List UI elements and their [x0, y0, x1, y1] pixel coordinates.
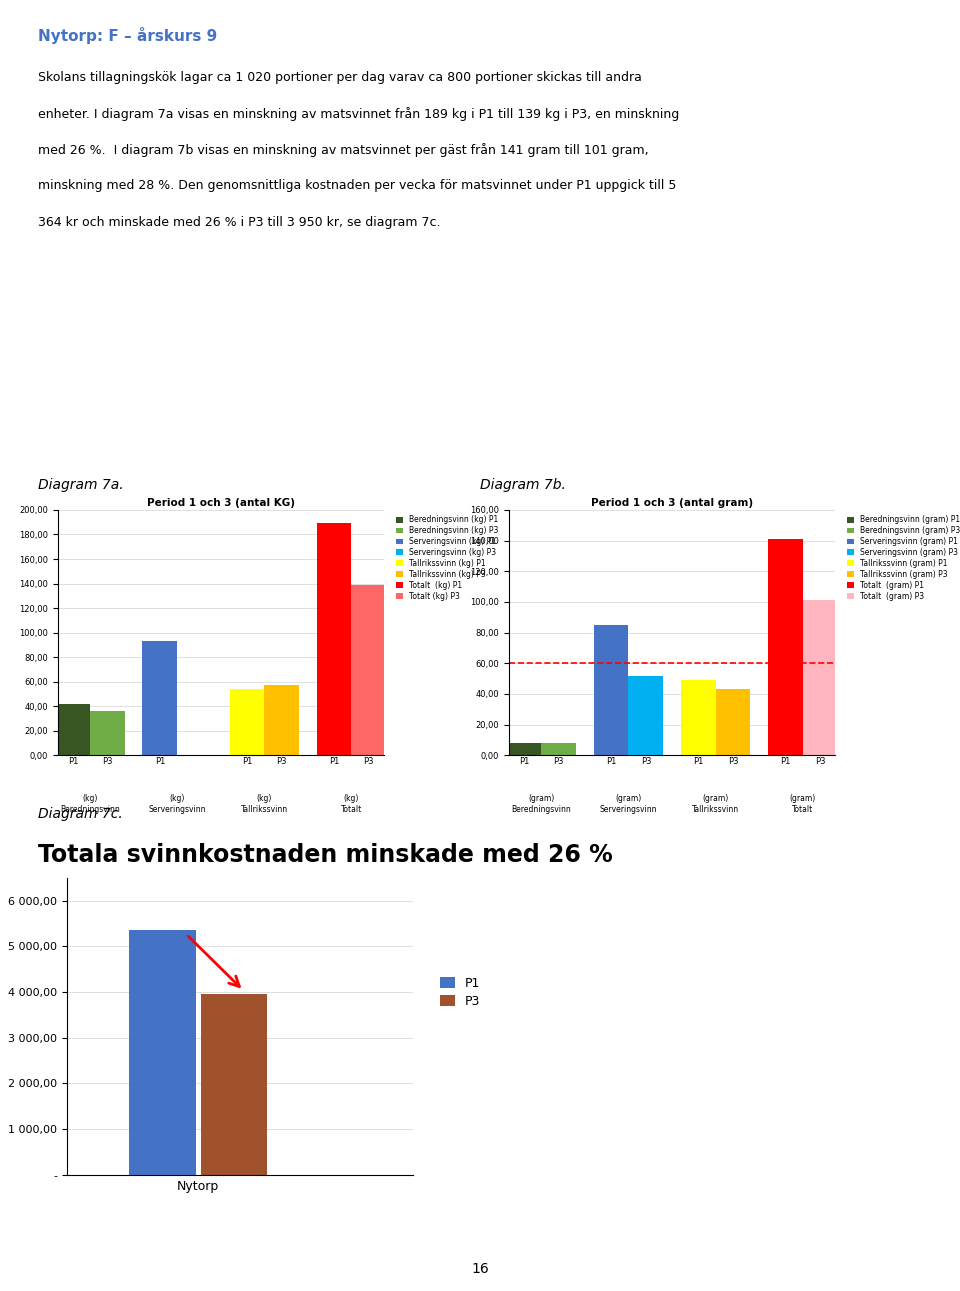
Text: (kg)
Tallrikssvinn: (kg) Tallrikssvinn	[241, 794, 288, 813]
Text: med 26 %.  I diagram 7b visas en minskning av matsvinnet per gäst från 141 gram : med 26 %. I diagram 7b visas en minsknin…	[38, 143, 649, 158]
Text: enheter. I diagram 7a visas en minskning av matsvinnet från 189 kg i P1 till 139: enheter. I diagram 7a visas en minskning…	[38, 107, 680, 121]
Bar	[229, 689, 264, 755]
Text: (kg)
Serveringsvinn: (kg) Serveringsvinn	[149, 794, 206, 813]
Legend: Beredningsvinn (gram) P1, Beredningsvinn (gram) P3, Serveringsvinn (gram) P1, Se: Beredningsvinn (gram) P1, Beredningsvinn…	[846, 514, 960, 602]
Text: Diagram 7c.: Diagram 7c.	[38, 807, 123, 821]
Text: Diagram 7b.: Diagram 7b.	[480, 478, 565, 492]
Text: Nytorp: F – årskurs 9: Nytorp: F – årskurs 9	[38, 27, 218, 44]
Text: (gram)
Serveringsvinn: (gram) Serveringsvinn	[600, 794, 658, 813]
Title: Period 1 och 3 (antal gram): Period 1 och 3 (antal gram)	[591, 498, 753, 507]
Bar	[715, 689, 751, 755]
Legend: Beredningsvinn (kg) P1, Beredningsvinn (kg) P3, Serveringsvinn (kg) P1, Serverin: Beredningsvinn (kg) P1, Beredningsvinn (…	[395, 514, 500, 602]
Bar	[681, 680, 715, 755]
Bar	[541, 744, 576, 755]
Text: (kg)
Totalt: (kg) Totalt	[341, 794, 362, 813]
Title: Period 1 och 3 (antal KG): Period 1 och 3 (antal KG)	[147, 498, 295, 507]
Text: (gram)
Beredningsvinn: (gram) Beredningsvinn	[512, 794, 571, 813]
Text: Skolans tillagningskök lagar ca 1 020 portioner per dag varav ca 800 portioner s: Skolans tillagningskök lagar ca 1 020 po…	[38, 71, 642, 84]
Text: (gram)
Totalt: (gram) Totalt	[789, 794, 816, 813]
Bar	[507, 744, 541, 755]
Bar	[351, 585, 386, 755]
Bar	[317, 523, 351, 755]
Bar	[56, 704, 90, 755]
Bar	[803, 600, 837, 755]
Bar	[264, 686, 300, 755]
Legend: P1, P3: P1, P3	[437, 973, 484, 1012]
Bar	[201, 994, 268, 1175]
Text: 364 kr och minskade med 26 % i P3 till 3 950 kr, se diagram 7c.: 364 kr och minskade med 26 % i P3 till 3…	[38, 216, 441, 229]
Bar	[593, 625, 629, 755]
Bar	[142, 642, 178, 755]
Text: Diagram 7a.: Diagram 7a.	[38, 478, 124, 492]
Text: (kg)
Beredningsvinn: (kg) Beredningsvinn	[60, 794, 120, 813]
Bar	[629, 675, 663, 755]
Text: (gram)
Tallrikssvinn: (gram) Tallrikssvinn	[692, 794, 739, 813]
Bar	[90, 711, 125, 755]
Bar	[130, 930, 196, 1175]
Text: 16: 16	[471, 1261, 489, 1276]
Bar	[768, 540, 803, 755]
Text: Totala svinnkostnaden minskade med 26 %: Totala svinnkostnaden minskade med 26 %	[38, 843, 613, 868]
Text: minskning med 28 %. Den genomsnittliga kostnaden per vecka för matsvinnet under : minskning med 28 %. Den genomsnittliga k…	[38, 179, 677, 192]
